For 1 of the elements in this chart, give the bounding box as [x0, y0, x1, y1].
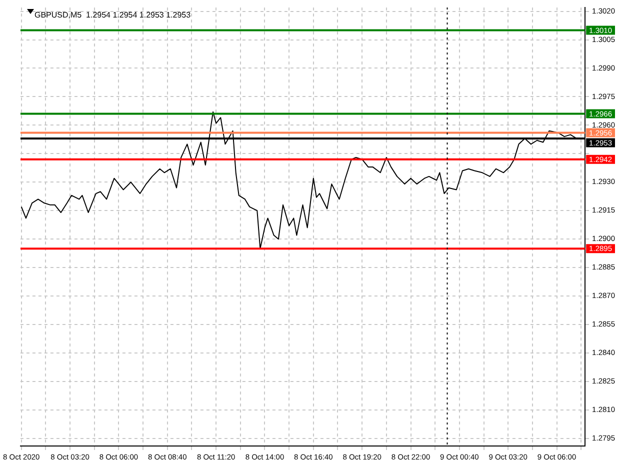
chart-title: GBPUSD,M5 1.2954 1.2954 1.2953 1.2953 — [34, 10, 192, 20]
